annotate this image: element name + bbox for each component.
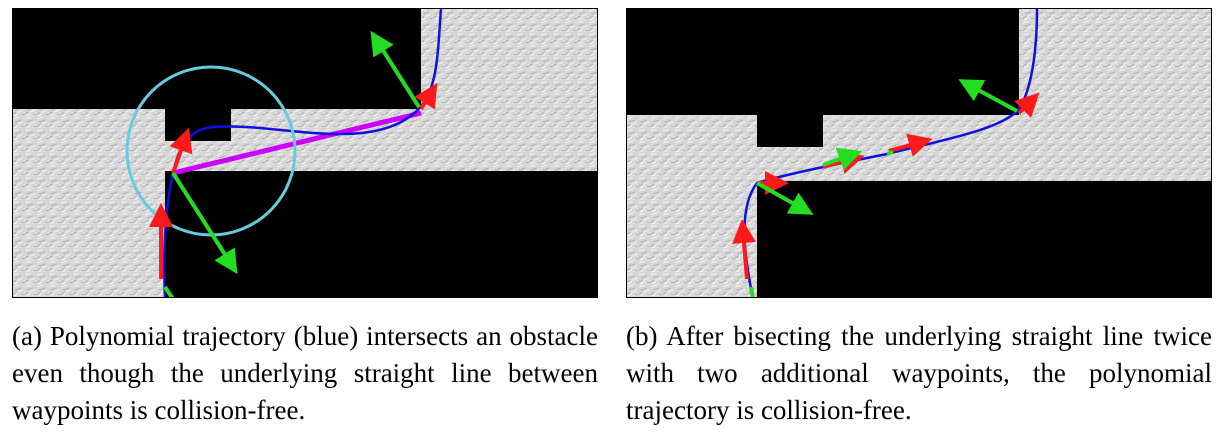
- normal-arrow: [163, 285, 175, 297]
- normal-arrow: [822, 147, 863, 171]
- velocity-arrow: [1014, 92, 1040, 118]
- velocity-arrow: [169, 127, 193, 174]
- velocity-arrow: [888, 133, 933, 157]
- velocity-arrow: [732, 219, 756, 280]
- normal-arrow: [756, 181, 814, 215]
- panel-a-image: [12, 8, 598, 298]
- polynomial-trajectory: [743, 9, 1039, 297]
- normal-arrow: [749, 286, 755, 297]
- straight-line: [172, 110, 422, 176]
- normal-arrow: [171, 171, 238, 275]
- panel-b-image: [626, 8, 1212, 298]
- normal-arrow: [886, 150, 894, 156]
- normal-arrow: [370, 30, 421, 109]
- normal-arrow: [958, 79, 1018, 113]
- caption-b: (b) After bisecting the underlying strai…: [626, 321, 1212, 425]
- velocity-arrow: [414, 82, 438, 111]
- caption-a: (a) Polynomial trajectory (blue) interse…: [12, 321, 598, 425]
- free-space: [13, 9, 597, 297]
- free-space: [627, 9, 1211, 297]
